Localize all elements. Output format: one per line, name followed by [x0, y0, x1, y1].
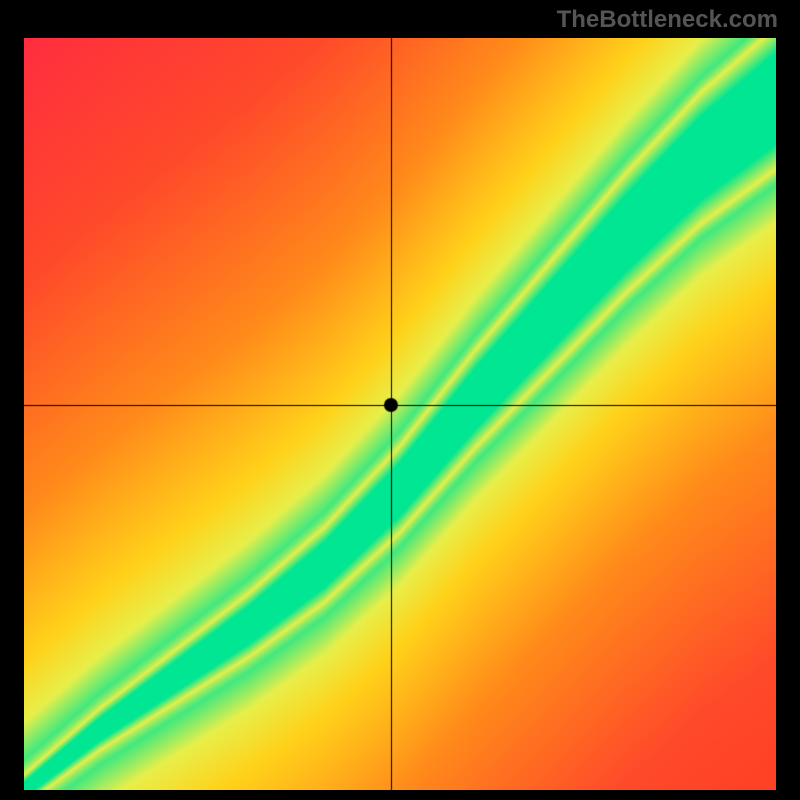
chart-container: TheBottleneck.com	[0, 0, 800, 800]
watermark-text: TheBottleneck.com	[557, 6, 778, 34]
heatmap-canvas	[24, 38, 776, 790]
